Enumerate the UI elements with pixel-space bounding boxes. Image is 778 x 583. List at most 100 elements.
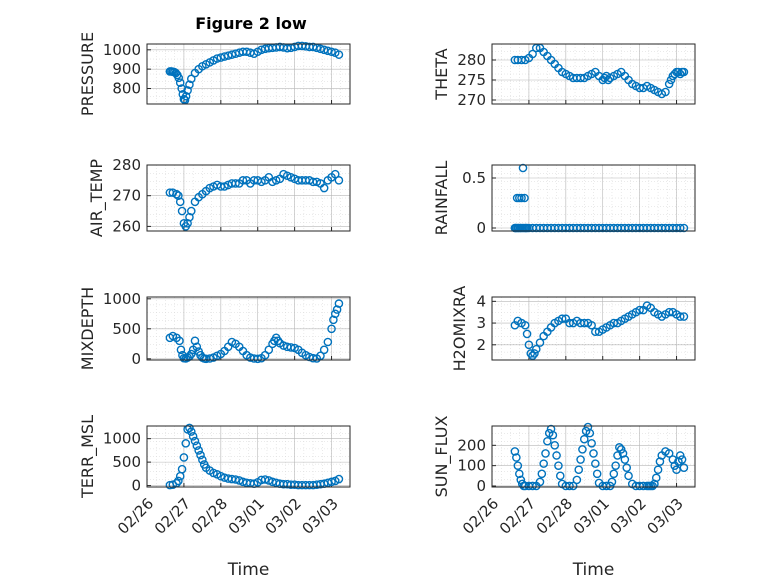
data-point-rainfall — [520, 193, 529, 203]
data-point-sun_flux — [653, 465, 663, 475]
data-point-pressure — [327, 47, 336, 57]
data-point-sun_flux — [554, 461, 563, 470]
y-tick-label: 275 — [457, 71, 486, 89]
data-point-h2omixra — [565, 318, 574, 328]
data-point-h2omixra — [531, 344, 541, 354]
data-point-sun_flux — [622, 463, 632, 472]
y-tick-label: 3 — [476, 314, 486, 332]
y-tick-label: 200 — [457, 436, 486, 454]
panel-theta: 270 275 280 THETA — [432, 43, 696, 109]
data-point-mixdepth — [176, 345, 186, 355]
panel-rainfall: 0 0.5 RAINFALL — [432, 161, 696, 237]
data-point-theta — [528, 49, 537, 59]
data-point-mixdepth — [186, 349, 196, 359]
data-point-sun_flux — [552, 451, 561, 460]
data-point-mixdepth — [273, 336, 283, 346]
x-tick-label: 02/27 — [151, 495, 194, 538]
data-point-sun_flux — [591, 459, 600, 468]
data-point-terr_msl — [194, 446, 203, 455]
data-point-sun_flux — [574, 465, 584, 475]
data-point-sun_flux — [592, 469, 602, 479]
y-axis-label: H2OMIXRA — [450, 286, 469, 372]
data-point-sun_flux — [615, 443, 624, 452]
axes-box-air_temp — [146, 164, 351, 232]
data-point-mixdepth — [192, 342, 202, 352]
data-point-mixdepth — [319, 345, 329, 355]
data-point-mixdepth — [323, 337, 333, 347]
data-point-terr_msl — [186, 427, 196, 436]
axes-box-pressure — [146, 43, 351, 105]
data-point-h2omixra — [526, 349, 536, 358]
data-point-h2omixra — [520, 320, 530, 330]
y-tick-label: 1000 — [103, 290, 141, 308]
panel-mixdepth: 0 500 1000 MIXDEPTH — [78, 287, 351, 370]
data-point-terr_msl — [177, 464, 187, 474]
data-point-sun_flux — [616, 445, 626, 454]
data-point-sun_flux — [576, 455, 585, 464]
data-point-terr_msl — [181, 439, 191, 448]
data-point-mixdepth — [330, 309, 340, 319]
y-tick-label: 900 — [112, 60, 141, 78]
data-point-sun_flux — [572, 475, 582, 485]
data-point-sun_flux — [589, 449, 598, 458]
y-tick-label: 4 — [476, 292, 486, 310]
data-point-sun_flux — [528, 481, 537, 491]
data-point-sun_flux — [611, 461, 620, 470]
x-tick-label: 03/01 — [570, 495, 613, 538]
y-tick-label: 0 — [476, 219, 486, 237]
data-point-sun_flux — [565, 481, 574, 491]
data-point-pressure — [334, 50, 344, 59]
data-point-h2omixra — [579, 318, 589, 328]
data-point-air_temp — [177, 206, 187, 216]
data-point-h2omixra — [557, 314, 567, 324]
data-point-mixdepth — [316, 351, 325, 361]
data-point-sun_flux — [602, 481, 611, 491]
x-axis-label: Time — [227, 560, 270, 580]
data-point-sun_flux — [579, 434, 589, 444]
axes-box-theta — [491, 43, 696, 105]
y-tick-label: 280 — [112, 156, 141, 174]
x-tick-label: 03/02 — [607, 495, 650, 538]
data-point-sun_flux — [648, 481, 657, 491]
y-tick-label: 270 — [112, 187, 141, 205]
data-point-mixdepth — [329, 315, 338, 325]
data-point-mixdepth — [264, 345, 274, 355]
data-point-sun_flux — [587, 438, 596, 448]
data-point-mixdepth — [308, 353, 318, 363]
data-point-theta — [679, 67, 689, 77]
data-point-sun_flux — [624, 471, 633, 481]
x-tick-label: 03/03 — [298, 495, 341, 538]
data-point-sun_flux — [677, 455, 687, 464]
data-point-sun_flux — [555, 471, 565, 481]
data-point-h2omixra — [675, 312, 685, 321]
y-tick-label: 0.5 — [462, 169, 486, 187]
data-point-rainfall — [517, 193, 526, 203]
data-point-terr_msl — [179, 453, 189, 462]
data-point-sun_flux — [537, 469, 547, 479]
y-tick-label: 280 — [457, 51, 486, 69]
data-point-terr_msl — [260, 475, 270, 484]
data-point-theta — [664, 79, 674, 89]
data-point-air_temp — [319, 183, 329, 193]
y-axis-label: SUN_FLUX — [432, 416, 452, 498]
data-point-pressure — [177, 84, 186, 93]
x-tick-label: 02/28 — [188, 495, 231, 538]
data-point-sun_flux — [585, 428, 595, 438]
data-point-rainfall — [518, 163, 528, 173]
panel-h2omixra: 2 3 4 H2OMIXRA — [450, 286, 696, 372]
data-point-sun_flux — [541, 449, 550, 458]
axes-box-sun_flux — [491, 425, 696, 488]
data-point-terr_msl — [174, 476, 183, 486]
data-point-h2omixra — [635, 305, 644, 315]
x-tick-label: 02/27 — [496, 495, 539, 538]
data-point-sun_flux — [548, 430, 558, 440]
data-point-h2omixra — [535, 338, 545, 347]
x-tick-label: 03/01 — [225, 495, 268, 538]
y-axis-label: AIR_TEMP — [87, 159, 107, 237]
data-point-air_temp — [238, 176, 248, 185]
figure-title: Figure 2 low — [195, 14, 307, 33]
data-point-pressure — [183, 86, 192, 95]
